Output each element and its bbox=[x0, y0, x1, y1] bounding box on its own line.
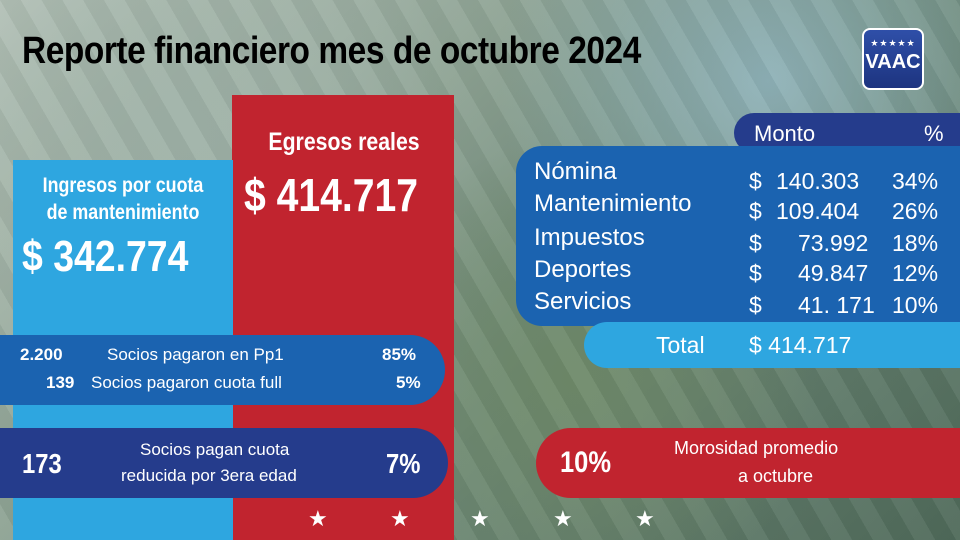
total-value: $ 414.717 bbox=[749, 332, 852, 358]
logo-text: VAAC bbox=[865, 51, 921, 73]
socios-count: 139 bbox=[46, 373, 75, 392]
row-amount: 109.404 bbox=[776, 198, 860, 224]
row-category: Impuestos bbox=[534, 224, 645, 251]
logo-stars: ★★★★★ bbox=[870, 38, 916, 48]
page-title: Reporte financiero mes de octubre 2024 bbox=[22, 30, 641, 72]
morosidad-line2: a octubre bbox=[738, 466, 814, 486]
ingresos-label: Ingresos por cuota de mantenimiento bbox=[32, 172, 214, 226]
row-category: Nómina bbox=[534, 158, 617, 185]
ingresos-label-line1: Ingresos por cuota bbox=[42, 174, 204, 197]
row-sign: $ bbox=[749, 292, 762, 318]
row-sign: $ bbox=[749, 260, 762, 286]
reducida-pill: 173 Socios pagan cuota reducida por 3era… bbox=[0, 428, 448, 498]
total-label: Total bbox=[656, 332, 705, 358]
row-pct: 10% bbox=[892, 292, 939, 318]
star-icon: ★ bbox=[308, 506, 328, 531]
egresos-value: $ 414.717 bbox=[244, 169, 418, 221]
header-monto: Monto bbox=[754, 121, 816, 146]
row-sign: $ bbox=[749, 230, 762, 256]
morosidad-pct: 10% bbox=[560, 446, 612, 479]
socios-pill: 2.200 Socios pagaron en Pp1 85% 139 Soci… bbox=[0, 335, 445, 405]
row-category: Servicios bbox=[534, 288, 632, 315]
socios-count: 2.200 bbox=[20, 345, 63, 364]
row-sign: $ bbox=[749, 198, 762, 224]
star-icon: ★ bbox=[635, 506, 655, 531]
ingresos-label-line2: de mantenimiento bbox=[46, 201, 200, 224]
row-category: Deportes bbox=[534, 256, 632, 283]
row-amount: 140.303 bbox=[776, 168, 860, 194]
row-amount: 73.992 bbox=[798, 230, 869, 256]
total-row: Total $ 414.717 bbox=[584, 322, 960, 368]
row-pct: 26% bbox=[892, 198, 939, 224]
morosidad-pill: 10% Morosidad promedio a octubre bbox=[536, 428, 960, 498]
row-sign: $ bbox=[749, 168, 762, 194]
row-amount: 49.847 bbox=[798, 260, 869, 286]
row-amount: 41. 171 bbox=[798, 292, 875, 318]
socios-text: Socios pagaron en Pp1 bbox=[107, 345, 284, 364]
row-pct: 18% bbox=[892, 230, 939, 256]
socios-pct: 5% bbox=[396, 373, 421, 392]
ingresos-value: $ 342.774 bbox=[22, 232, 189, 281]
star-icon: ★ bbox=[553, 506, 573, 531]
row-pct: 34% bbox=[892, 168, 939, 194]
reducida-pct: 7% bbox=[386, 448, 421, 479]
socios-pct: 85% bbox=[382, 345, 417, 364]
expense-table: Nómina $ 140.303 34% Mantenimiento $ 109… bbox=[516, 146, 960, 326]
reducida-line2: reducida por 3era edad bbox=[121, 466, 297, 485]
vaac-logo: ★★★★★ VAAC bbox=[862, 28, 924, 90]
row-category: Mantenimiento bbox=[534, 190, 692, 217]
row-pct: 12% bbox=[892, 260, 939, 286]
header-pct: % bbox=[924, 121, 944, 146]
socios-text: Socios pagaron cuota full bbox=[91, 373, 282, 392]
star-icon: ★ bbox=[390, 506, 410, 531]
reducida-count: 173 bbox=[22, 448, 62, 479]
reducida-line1: Socios pagan cuota bbox=[140, 440, 290, 459]
morosidad-line1: Morosidad promedio bbox=[674, 438, 839, 458]
star-icon: ★ bbox=[470, 506, 490, 531]
egresos-label: Egresos reales bbox=[268, 128, 420, 156]
